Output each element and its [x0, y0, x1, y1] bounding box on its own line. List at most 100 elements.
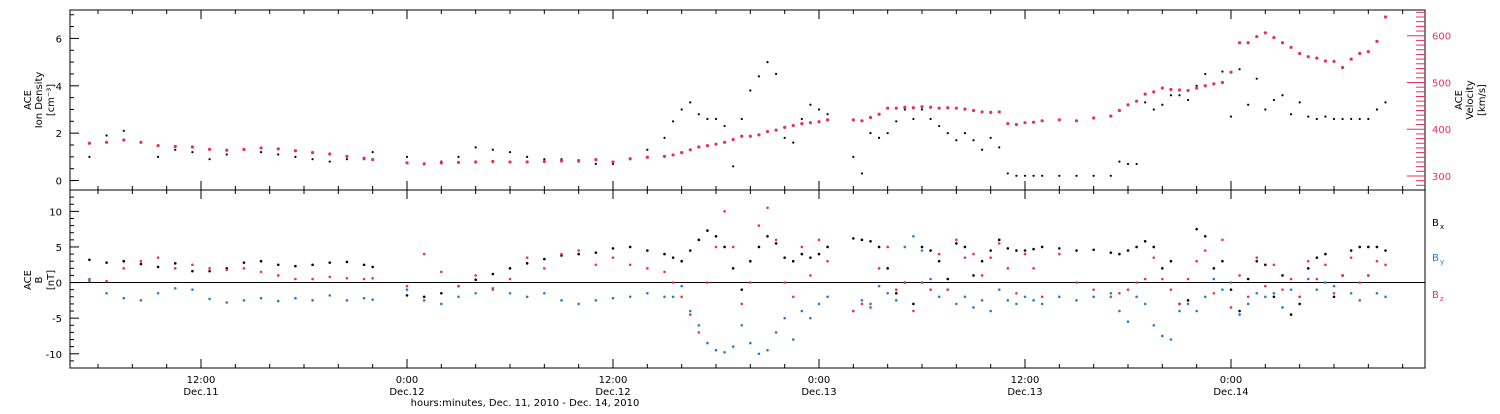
velocity-point — [1272, 35, 1276, 40]
by-point — [1075, 299, 1078, 302]
bx-point — [997, 238, 1001, 242]
bz-point — [362, 277, 366, 281]
bz-point — [1126, 288, 1130, 291]
bx-point — [1367, 245, 1370, 249]
density-point — [1324, 115, 1327, 118]
bz-point — [723, 210, 726, 213]
bx-point — [1186, 299, 1190, 302]
bz-point — [680, 295, 683, 299]
velocity-point — [525, 160, 529, 164]
bx-point — [345, 260, 349, 264]
velocity-point — [559, 159, 564, 163]
bz-point — [1255, 256, 1259, 259]
by-point — [577, 302, 580, 306]
density-point — [852, 155, 855, 158]
bz-point — [894, 288, 898, 291]
bx-point — [1281, 274, 1284, 277]
by-point — [156, 291, 160, 295]
density-point — [1126, 162, 1130, 166]
density-point — [1006, 172, 1009, 175]
density-point — [491, 148, 494, 151]
by-point — [1384, 295, 1387, 299]
velocity-point — [911, 106, 916, 110]
by-point — [817, 302, 821, 306]
bz-point — [1186, 277, 1190, 281]
by-point — [1006, 299, 1010, 302]
by-point — [869, 302, 872, 306]
by-point — [440, 302, 443, 306]
density-point — [1229, 115, 1233, 118]
velocity-point — [740, 134, 744, 138]
bx-point — [1324, 252, 1327, 256]
bx-point — [774, 242, 778, 245]
bx-point — [783, 256, 786, 259]
by-point — [1161, 334, 1164, 338]
x-axis-labels: 12:00Dec.110:00Dec.1212:00Dec.120:00Dec.… — [183, 375, 1248, 398]
bz-point — [1264, 284, 1267, 288]
velocity-y-tick-label: 500 — [1432, 78, 1451, 89]
velocity-point — [542, 159, 546, 164]
by-point — [826, 295, 829, 299]
by-point — [276, 299, 280, 303]
bx-point — [1221, 259, 1224, 263]
by-point — [688, 309, 692, 313]
by-point — [422, 299, 426, 302]
density-point — [508, 151, 512, 154]
bz-point — [826, 259, 829, 263]
velocity-point — [276, 147, 280, 151]
x-tick-date-label: Dec.12 — [389, 387, 424, 398]
by-point — [714, 348, 718, 352]
velocity-point — [1040, 119, 1044, 123]
by-point — [122, 296, 126, 300]
bz-point — [912, 309, 915, 313]
by-point — [886, 291, 889, 295]
velocity-point — [1143, 92, 1147, 96]
bx-point — [1229, 288, 1233, 291]
velocity-point — [456, 160, 461, 165]
density-point — [714, 117, 718, 121]
bx-point — [757, 245, 761, 249]
bz-point — [1203, 249, 1207, 252]
bz-point — [783, 281, 786, 284]
bx-point — [1264, 263, 1267, 267]
velocity-point — [1315, 56, 1319, 60]
velocity-point — [705, 143, 710, 148]
bx-point — [156, 265, 160, 269]
bz-point — [1109, 295, 1113, 299]
bx-point — [1143, 239, 1147, 243]
density-point — [1350, 117, 1353, 121]
bz-point — [371, 276, 374, 280]
density-point — [405, 155, 409, 158]
by-point — [774, 331, 778, 334]
bx-point — [525, 262, 529, 265]
b-y-tick-label: -5 — [52, 314, 62, 325]
by-point — [1203, 295, 1207, 299]
by-point — [328, 294, 332, 297]
bx-point — [594, 251, 598, 254]
bx-point — [1203, 234, 1207, 238]
top-data-points — [87, 15, 1388, 177]
x-tick-time-label: 12:00 — [187, 375, 216, 386]
density-point — [800, 117, 803, 121]
by-point — [972, 306, 975, 309]
by-point — [191, 288, 194, 291]
density-point — [809, 103, 812, 106]
velocity-ylabel-line1: ACE — [1454, 90, 1465, 110]
velocity-point — [362, 156, 366, 160]
density-point — [697, 113, 700, 116]
bz-point — [491, 288, 495, 291]
bx-point — [1006, 247, 1010, 250]
legend-entry-x: B — [1432, 218, 1439, 229]
velocity-point — [310, 150, 315, 155]
bz-point — [191, 263, 194, 267]
velocity-point — [1160, 86, 1164, 90]
density-point — [792, 141, 795, 144]
bx-point — [1384, 249, 1387, 252]
bx-point — [1118, 252, 1121, 256]
bz-point — [440, 270, 443, 274]
bz-point — [311, 277, 314, 281]
bx-point — [405, 294, 409, 297]
bx-point — [1109, 251, 1113, 254]
bx-point — [809, 256, 812, 259]
